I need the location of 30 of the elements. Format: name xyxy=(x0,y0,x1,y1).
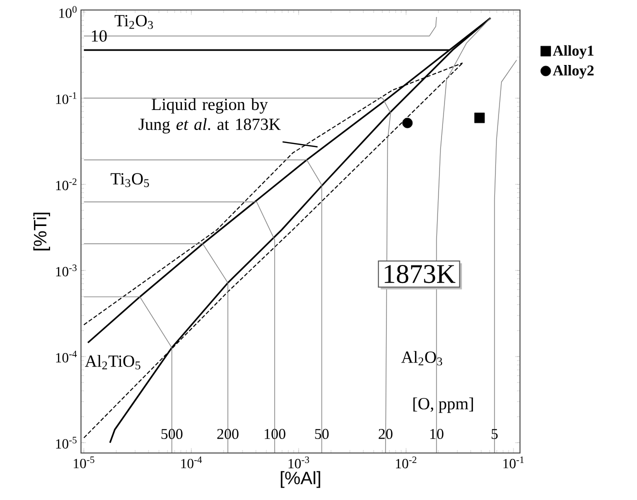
y-tick-label: 10$^{-1}$ xyxy=(56,92,76,104)
annotation: Al$_{2}$TiO$_{5}$ xyxy=(84,354,140,370)
y-axis-title: [%Ti] xyxy=(33,212,50,250)
annotation: Ti$_{2}$O$_{3}$ xyxy=(114,15,153,29)
legend-label: Alloy2 xyxy=(552,65,594,79)
annotation: [O, ppm] xyxy=(413,397,473,413)
series-label: 10 xyxy=(430,428,444,439)
annotation: 1873K xyxy=(384,264,456,284)
series-label: 500 xyxy=(161,428,182,439)
legend-label: Alloy1 xyxy=(552,45,594,59)
series-label: 100 xyxy=(264,428,286,439)
x-axis-title: [%Al] xyxy=(280,471,320,488)
x-tick-label: 10$^{-2}$ xyxy=(396,456,416,468)
annotation: Liquid region by Jung et al. at 1873K xyxy=(138,98,281,134)
annotation: 10 xyxy=(92,30,107,42)
series-label: 20 xyxy=(378,428,392,439)
y-tick-label: 10$^{-5}$ xyxy=(56,436,77,449)
y-tick-label: 10$^{-2}$ xyxy=(56,178,76,190)
y-tick-label: 10$^{-4}$ xyxy=(56,350,77,362)
x-tick-label: 10$^{-3}$ xyxy=(288,456,310,468)
y-tick-label: 10$^{-3}$ xyxy=(56,264,77,276)
series-label: 50 xyxy=(315,428,329,439)
annotation: Al$_{2}$O$_{3}$ xyxy=(401,350,442,366)
series-label: 5 xyxy=(492,429,498,439)
x-tick-label: 10$^{-5}$ xyxy=(74,456,94,468)
x-tick-label: 10$^{-4}$ xyxy=(181,456,202,468)
annotation: Ti$_{3}$O$_{5}$ xyxy=(110,173,149,188)
x-tick-label: 10$^{-1}$ xyxy=(503,456,524,468)
series-label: 200 xyxy=(217,428,238,439)
y-tick-label: 10$^{0}$ xyxy=(59,6,77,18)
